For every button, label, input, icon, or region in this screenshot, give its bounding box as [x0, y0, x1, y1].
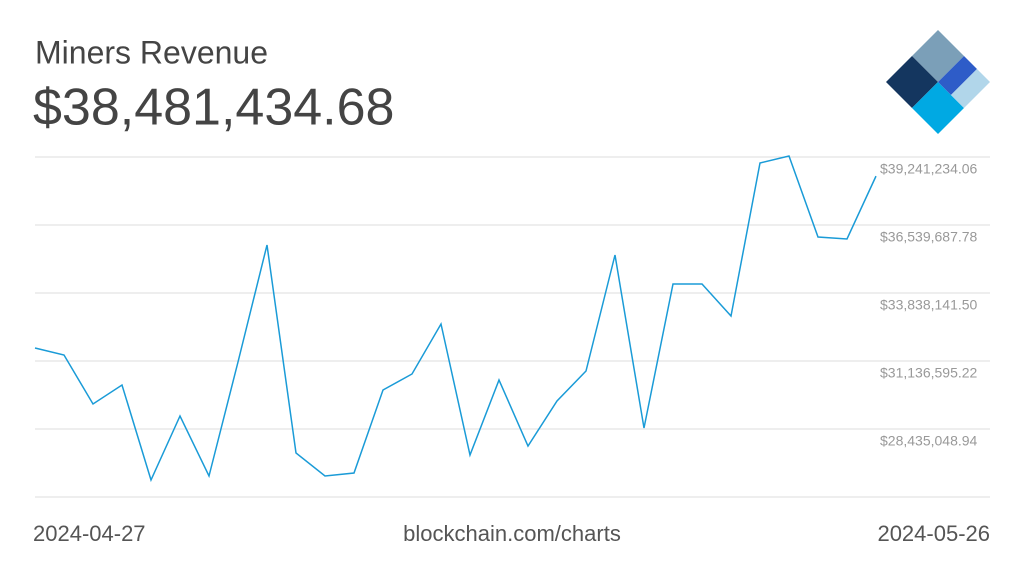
line [34, 155, 877, 483]
y-tick-label: $28,435,048.94 [880, 433, 978, 449]
x-tick-label: 2024-04-27 [33, 521, 146, 546]
y-tick-label: $33,838,141.50 [880, 297, 978, 313]
source: blockchain.com/charts [403, 521, 621, 546]
chart-title: Miners Revenue [35, 34, 268, 70]
logo [886, 30, 990, 134]
y-tick-label: $36,539,687.78 [880, 229, 978, 245]
headline-value: $38,481,434.68 [33, 79, 394, 137]
y-tick-label: $39,241,234.06 [880, 161, 978, 177]
y-tick-label: $31,136,595.22 [880, 365, 978, 381]
x-tick-label: 2024-05-26 [877, 521, 990, 546]
